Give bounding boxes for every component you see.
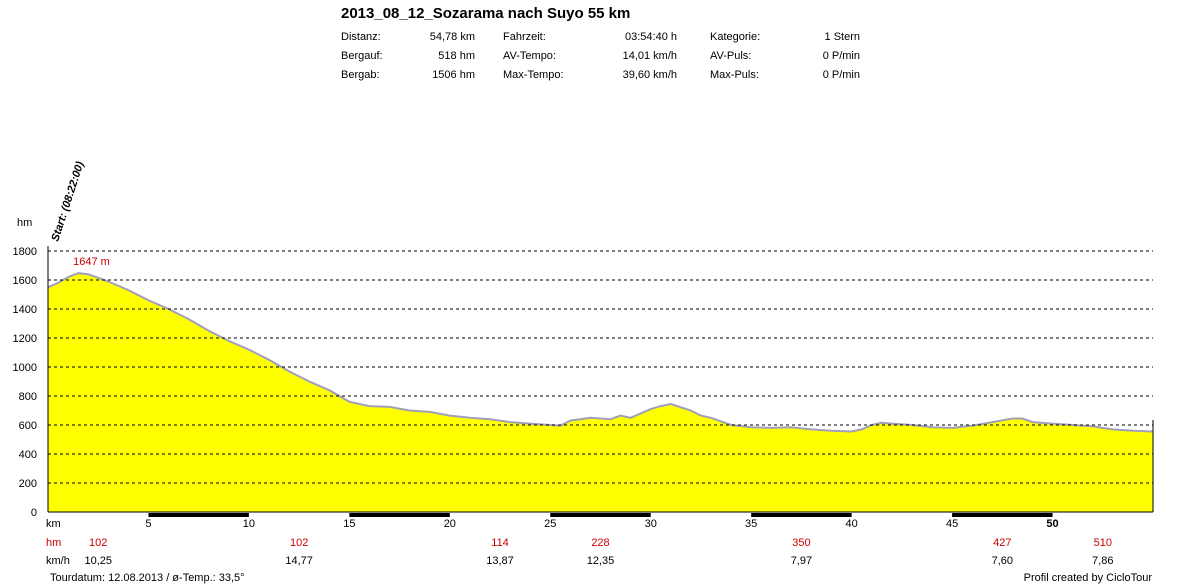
stat-label-bergauf: Bergauf: bbox=[341, 50, 383, 62]
stat-label-bergab: Bergab: bbox=[341, 69, 380, 81]
y-tick-label-0: 0 bbox=[31, 507, 37, 519]
x-tick-label-30: 30 bbox=[645, 518, 657, 530]
x-tick-label-5: 5 bbox=[145, 518, 151, 530]
y-tick-label-600: 600 bbox=[19, 420, 37, 432]
stat-value-bergab: 1506 hm bbox=[432, 69, 475, 81]
footer-credit: Profil created by CicloTour bbox=[1023, 572, 1152, 584]
segment-hm-4: 350 bbox=[792, 537, 810, 549]
y-tick-label-400: 400 bbox=[19, 449, 37, 461]
stat-label-max-puls: Max-Puls: bbox=[710, 69, 759, 81]
stat-label-max-tempo: Max-Tempo: bbox=[503, 69, 564, 81]
x-tick-label-35: 35 bbox=[745, 518, 757, 530]
km-band-5-10 bbox=[148, 513, 249, 517]
x-tick-label-10: 10 bbox=[243, 518, 255, 530]
x-tick-label-15: 15 bbox=[343, 518, 355, 530]
stat-value-fahrzeit: 03:54:40 h bbox=[625, 31, 677, 43]
km-band-45-50 bbox=[952, 513, 1053, 517]
stat-value-kategorie: 1 Stern bbox=[824, 31, 860, 43]
segment-hm-1: 102 bbox=[290, 537, 308, 549]
stat-label-av-tempo: AV-Tempo: bbox=[503, 50, 556, 62]
y-tick-label-800: 800 bbox=[19, 391, 37, 403]
stat-value-max-puls: 0 P/min bbox=[822, 69, 860, 81]
segment-kmh-1: 14,77 bbox=[285, 555, 313, 567]
elevation-area bbox=[48, 273, 1153, 512]
segment-hm-6: 510 bbox=[1094, 537, 1112, 549]
y-tick-label-200: 200 bbox=[19, 478, 37, 490]
segment-kmh-4: 7,97 bbox=[791, 555, 812, 567]
row-label-kmh: km/h bbox=[46, 555, 70, 567]
start-time-label: Start: (08:22:00) bbox=[49, 160, 86, 243]
stat-value-av-puls: 0 P/min bbox=[822, 50, 860, 62]
x-tick-label-20: 20 bbox=[444, 518, 456, 530]
stat-label-av-puls: AV-Puls: bbox=[710, 50, 752, 62]
stat-value-distanz: 54,78 km bbox=[429, 31, 475, 43]
y-tick-label-1200: 1200 bbox=[13, 333, 37, 345]
x-tick-label-25: 25 bbox=[544, 518, 556, 530]
x-axis-label: km bbox=[46, 518, 61, 530]
stat-label-kategorie: Kategorie: bbox=[710, 31, 761, 43]
max-elevation-label: 1647 m bbox=[73, 256, 110, 268]
stat-value-av-tempo: 14,01 km/h bbox=[622, 50, 677, 62]
segment-kmh-5: 7,60 bbox=[992, 555, 1013, 567]
x-tick-label-45: 45 bbox=[946, 518, 958, 530]
stat-label-fahrzeit: Fahrzeit: bbox=[503, 31, 546, 43]
x-tick-label-40: 40 bbox=[846, 518, 858, 530]
segment-hm-3: 228 bbox=[591, 537, 609, 549]
footer-tour-info: Tourdatum: 12.08.2013 / ø-Temp.: 33,5° bbox=[50, 572, 245, 584]
km-band-15-20 bbox=[349, 513, 450, 517]
y-tick-label-1600: 1600 bbox=[13, 275, 37, 287]
segment-hm-5: 427 bbox=[993, 537, 1011, 549]
stat-label-distanz: Distanz: bbox=[341, 31, 381, 43]
km-band-25-30 bbox=[550, 513, 651, 517]
stat-value-bergauf: 518 hm bbox=[438, 50, 475, 62]
km-band-35-40 bbox=[751, 513, 852, 517]
y-tick-label-1000: 1000 bbox=[13, 362, 37, 374]
row-label-hm: hm bbox=[46, 537, 61, 549]
segment-hm-0: 102 bbox=[89, 537, 107, 549]
segment-kmh-2: 13,87 bbox=[486, 555, 514, 567]
segment-kmh-3: 12,35 bbox=[587, 555, 615, 567]
y-axis-label: hm bbox=[17, 217, 32, 229]
segment-kmh-6: 7,86 bbox=[1092, 555, 1113, 567]
stat-value-max-tempo: 39,60 km/h bbox=[622, 69, 677, 81]
segment-hm-2: 114 bbox=[491, 537, 509, 549]
segment-kmh-0: 10,25 bbox=[84, 555, 112, 567]
x-tick-label-50: 50 bbox=[1046, 518, 1058, 530]
chart-title: 2013_08_12_Sozarama nach Suyo 55 km bbox=[341, 5, 631, 22]
y-tick-label-1400: 1400 bbox=[13, 304, 37, 316]
y-tick-label-1800: 1800 bbox=[13, 246, 37, 258]
